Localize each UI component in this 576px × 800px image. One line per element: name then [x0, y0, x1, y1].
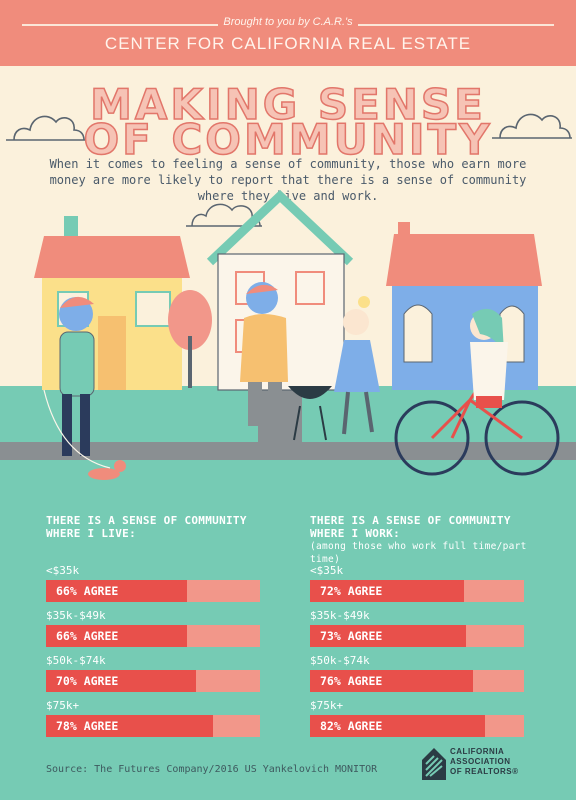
chart-work: THERE IS A SENSE OF COMMUNITY WHERE I WO… — [310, 514, 540, 744]
category-label: $50k-$74k — [46, 654, 106, 667]
bar-track: 70% AGREE — [46, 670, 260, 692]
category-label: $35k-$49k — [310, 609, 370, 622]
data-label: 78% AGREE — [56, 719, 119, 733]
chart-live: THERE IS A SENSE OF COMMUNITY WHERE I LI… — [46, 514, 266, 744]
bar — [310, 625, 467, 647]
center-name-text: CENTER FOR CALIFORNIA REAL ESTATE — [104, 34, 472, 53]
data-label: 66% AGREE — [56, 629, 119, 643]
category-label: $75k+ — [310, 699, 344, 712]
data-label: 72% AGREE — [320, 584, 383, 598]
cyclist-on-bicycle — [394, 308, 560, 476]
bar — [310, 670, 473, 692]
logo-text: CALIFORNIA ASSOCIATION OF REALTORS® — [450, 747, 519, 777]
bar-track: 78% AGREE — [46, 715, 260, 737]
sidewalk — [0, 442, 576, 460]
header-banner: Brought to you by C.A.R.'s CENTER FOR CA… — [0, 0, 576, 66]
grill — [288, 386, 332, 441]
bar — [46, 625, 188, 647]
bar — [46, 580, 188, 602]
cloud-icon — [6, 115, 86, 141]
bar-track: 72% AGREE — [310, 580, 524, 602]
blue-house — [386, 222, 542, 390]
man-with-dog — [43, 296, 126, 480]
chart-title: THERE IS A SENSE OF COMMUNITY WHERE I LI… — [46, 514, 247, 540]
bar-track: 66% AGREE — [46, 580, 260, 602]
logo-line-3: OF REALTORS® — [450, 767, 519, 776]
category-label: $35k-$49k — [46, 609, 106, 622]
car-logo: CALIFORNIA ASSOCIATION OF REALTORS® — [420, 746, 550, 786]
banner-rule-right — [358, 24, 554, 26]
cloud-icon — [492, 113, 572, 139]
bar — [46, 670, 196, 692]
bar-track: 76% AGREE — [310, 670, 524, 692]
woman — [334, 296, 380, 435]
category-label: <$35k — [46, 564, 80, 577]
data-label: 76% AGREE — [320, 674, 383, 688]
bar-track: 66% AGREE — [46, 625, 260, 647]
bar-row: $35k-$49k 73% AGREE — [310, 609, 524, 647]
bar — [310, 715, 486, 737]
results-panel — [0, 500, 576, 800]
bar-row: $75k+ 82% AGREE — [310, 699, 524, 737]
category-label: $50k-$74k — [310, 654, 370, 667]
intro-text: When it comes to feeling a sense of comm… — [49, 157, 527, 203]
chart-title: THERE IS A SENSE OF COMMUNITY WHERE I WO… — [310, 514, 511, 540]
bar-row: $50k-$74k 70% AGREE — [46, 654, 260, 692]
bar-row: <$35k 66% AGREE — [46, 564, 260, 602]
bar — [310, 580, 465, 602]
data-label: 82% AGREE — [320, 719, 383, 733]
house-logo-icon — [422, 748, 446, 780]
data-label: 73% AGREE — [320, 629, 383, 643]
bar-row: $35k-$49k 66% AGREE — [46, 609, 260, 647]
bar — [46, 715, 213, 737]
brought-to-you-text: Brought to you by C.A.R.'s — [223, 16, 353, 28]
banner-rule-left — [22, 24, 218, 26]
neighborhood-illustration — [0, 189, 576, 500]
page-title-line-2: OF COMMUNITY — [83, 114, 493, 165]
category-label: <$35k — [310, 564, 344, 577]
logo-line-1: CALIFORNIA — [450, 747, 505, 756]
chart-note: (among those who work full time/part tim… — [310, 541, 527, 565]
source-text: Source: The Futures Company/2016 US Yank… — [46, 764, 378, 775]
bar-row: $50k-$74k 76% AGREE — [310, 654, 524, 692]
bar-row: $75k+ 78% AGREE — [46, 699, 260, 737]
category-label: $75k+ — [46, 699, 80, 712]
bar-track: 82% AGREE — [310, 715, 524, 737]
data-label: 66% AGREE — [56, 584, 119, 598]
man-grilling — [240, 282, 288, 426]
data-label: 70% AGREE — [56, 674, 119, 688]
logo-line-2: ASSOCIATION — [450, 757, 511, 766]
yellow-house — [34, 216, 190, 390]
tree — [168, 290, 212, 388]
bar-row: <$35k 72% AGREE — [310, 564, 524, 602]
bar-track: 73% AGREE — [310, 625, 524, 647]
page-title-line-1: MAKING SENSE — [89, 79, 486, 130]
